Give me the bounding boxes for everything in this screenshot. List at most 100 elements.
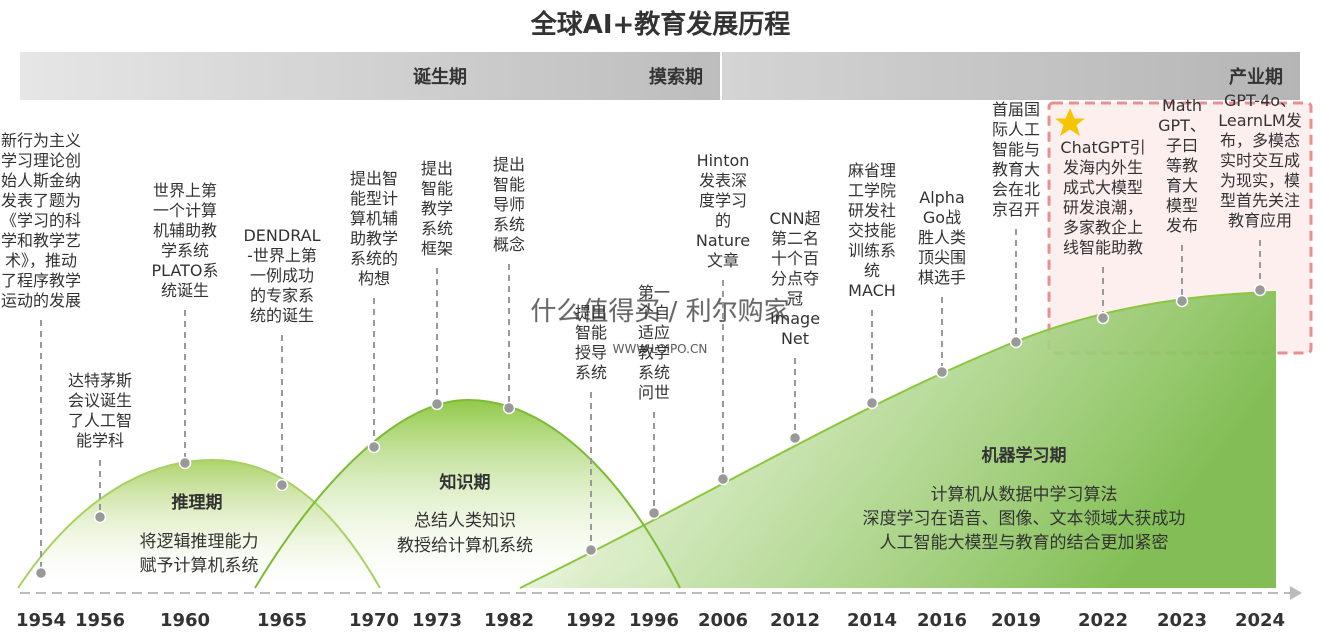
event-text-line: LearnLM发 xyxy=(1218,111,1301,130)
event-text-line: 度学习 xyxy=(699,191,747,210)
event-text-line: 算机辅 xyxy=(350,209,398,228)
event-text-line: 的专家系 xyxy=(250,286,314,305)
event-text-line: 教学 xyxy=(421,199,453,218)
event-text-line: 导师 xyxy=(493,195,525,214)
x-tick-label: 1954 xyxy=(16,610,66,631)
event-text-line: 会在北 xyxy=(992,180,1040,199)
event-text-line: 顶尖围 xyxy=(918,248,966,267)
event-marker xyxy=(1009,335,1023,349)
event-text-line: 系统 xyxy=(493,215,525,234)
event-text-line: 教育应用 xyxy=(1228,211,1292,230)
event-text-line: 第一 xyxy=(638,283,670,302)
area-knowledge-phase xyxy=(255,400,680,588)
event-text-line: 世界上第 xyxy=(153,181,217,200)
event-text-line: 教学 xyxy=(638,343,670,362)
event-marker xyxy=(935,365,949,379)
event-text-line: 京召开 xyxy=(992,200,1040,219)
event-text-line: GPT-4o、 xyxy=(1224,91,1296,110)
area-ml-phase xyxy=(520,292,1276,588)
event-text-line: ChatGPT引 xyxy=(1060,138,1145,157)
event-text-line: 智能 xyxy=(493,175,525,194)
phase-label-industry: 产业期 xyxy=(1229,66,1283,88)
event-text-line: 研发浪潮， xyxy=(1063,198,1143,217)
event-marker xyxy=(275,478,289,492)
event-marker xyxy=(367,440,381,454)
area-desc-knowledge-1: 总结人类知识 xyxy=(414,511,516,531)
event-text-line: 统诞生 xyxy=(161,281,209,300)
event-text-line: 棋选手 xyxy=(918,268,966,287)
event-text-line: 多家教企上 xyxy=(1063,218,1143,237)
event-marker xyxy=(93,510,107,524)
event-text-line: 学和教学艺 xyxy=(1,231,81,250)
event-text-line: -世界上第 xyxy=(247,246,317,265)
x-tick-label: 1973 xyxy=(412,610,462,631)
event-marker xyxy=(1175,294,1189,308)
x-tick-label: 1996 xyxy=(629,610,679,631)
reasoning-curve-line xyxy=(17,458,381,589)
event-text-line: 智能 xyxy=(421,179,453,198)
event-text-line: 系统 xyxy=(638,363,670,382)
event-text-line: 智能与 xyxy=(992,140,1040,159)
event-text-line: 麻省理 xyxy=(848,161,896,180)
event-text-line: DENDRAL xyxy=(243,226,320,245)
event-marker xyxy=(865,396,879,410)
event-marker xyxy=(1096,311,1110,325)
events-layer: 新行为主义学习理论创始人斯金纳发表了题为《学习的科学和教学艺术》，推动了程序教学… xyxy=(1,91,1302,631)
event-text-line: PLATO系 xyxy=(151,261,218,280)
event-text-line: 训练系 xyxy=(848,241,896,260)
x-tick-label: 2022 xyxy=(1078,610,1128,631)
event-text-line: 统 xyxy=(864,261,880,280)
x-tick-label: 1970 xyxy=(349,610,399,631)
event-text-line: 助教学 xyxy=(350,229,398,248)
area-name-reasoning: 推理期 xyxy=(172,492,223,513)
area-name-ml: 机器学习期 xyxy=(982,445,1067,466)
event-text-line: 发表了题为 xyxy=(1,191,81,210)
watermark-url: WWW.LOIPO.CN xyxy=(613,342,708,356)
event-text-line: 线智能助教 xyxy=(1063,238,1143,257)
event-text-line: 实时交互成 xyxy=(1220,151,1300,170)
event-text-line: 了程序教学 xyxy=(1,271,81,290)
event-text-line: 教育大 xyxy=(992,160,1040,179)
x-tick-label: 2012 xyxy=(770,610,820,631)
event-text-line: 胜人类 xyxy=(918,228,966,247)
event-text-line: 新行为主义 xyxy=(1,131,81,150)
event-text-line: 模型 xyxy=(1166,196,1198,215)
event-text-line: 系统 xyxy=(575,363,607,382)
event-text-line: 布，多模态 xyxy=(1220,131,1300,150)
event-text-line: 智能 xyxy=(575,323,607,342)
event-text-line: 研发社 xyxy=(848,201,896,220)
event-text-line: 问世 xyxy=(638,383,670,402)
event-text-line: 运动的发展 xyxy=(1,291,81,310)
event-text-line: 框架 xyxy=(421,239,453,258)
event-text-line: 个自 xyxy=(638,303,670,322)
event-text-line: 学习理论创 xyxy=(1,151,81,170)
event-text-line: 一例成功 xyxy=(250,266,314,285)
event-marker xyxy=(647,506,661,520)
knowledge-curve-line xyxy=(254,398,681,589)
area-desc-knowledge-2: 教授给计算机系统 xyxy=(397,536,533,556)
event-text-line: 始人斯金纳 xyxy=(1,171,81,190)
event-text-line: 型首先关注 xyxy=(1220,191,1300,210)
event-marker xyxy=(716,472,730,486)
event-text-line: Net xyxy=(781,329,809,348)
event-text-line: 提出 xyxy=(493,155,525,174)
event-marker xyxy=(502,401,516,415)
area-desc-ml-2: 深度学习在语音、图像、文本领域大获成功 xyxy=(863,509,1186,529)
event-text-line: 构想 xyxy=(358,269,390,288)
event-text-line: MACH xyxy=(848,281,896,300)
event-text-line: 发海内外生 xyxy=(1063,158,1143,177)
event-text-line: 能型计 xyxy=(350,189,398,208)
x-tick-label: 2014 xyxy=(847,610,897,631)
x-tick-label: 1960 xyxy=(160,610,210,631)
phase-bar-industry xyxy=(722,52,1300,100)
x-axis-arrow-icon xyxy=(1290,586,1302,600)
event-text-line: GPT、 xyxy=(1158,116,1206,135)
